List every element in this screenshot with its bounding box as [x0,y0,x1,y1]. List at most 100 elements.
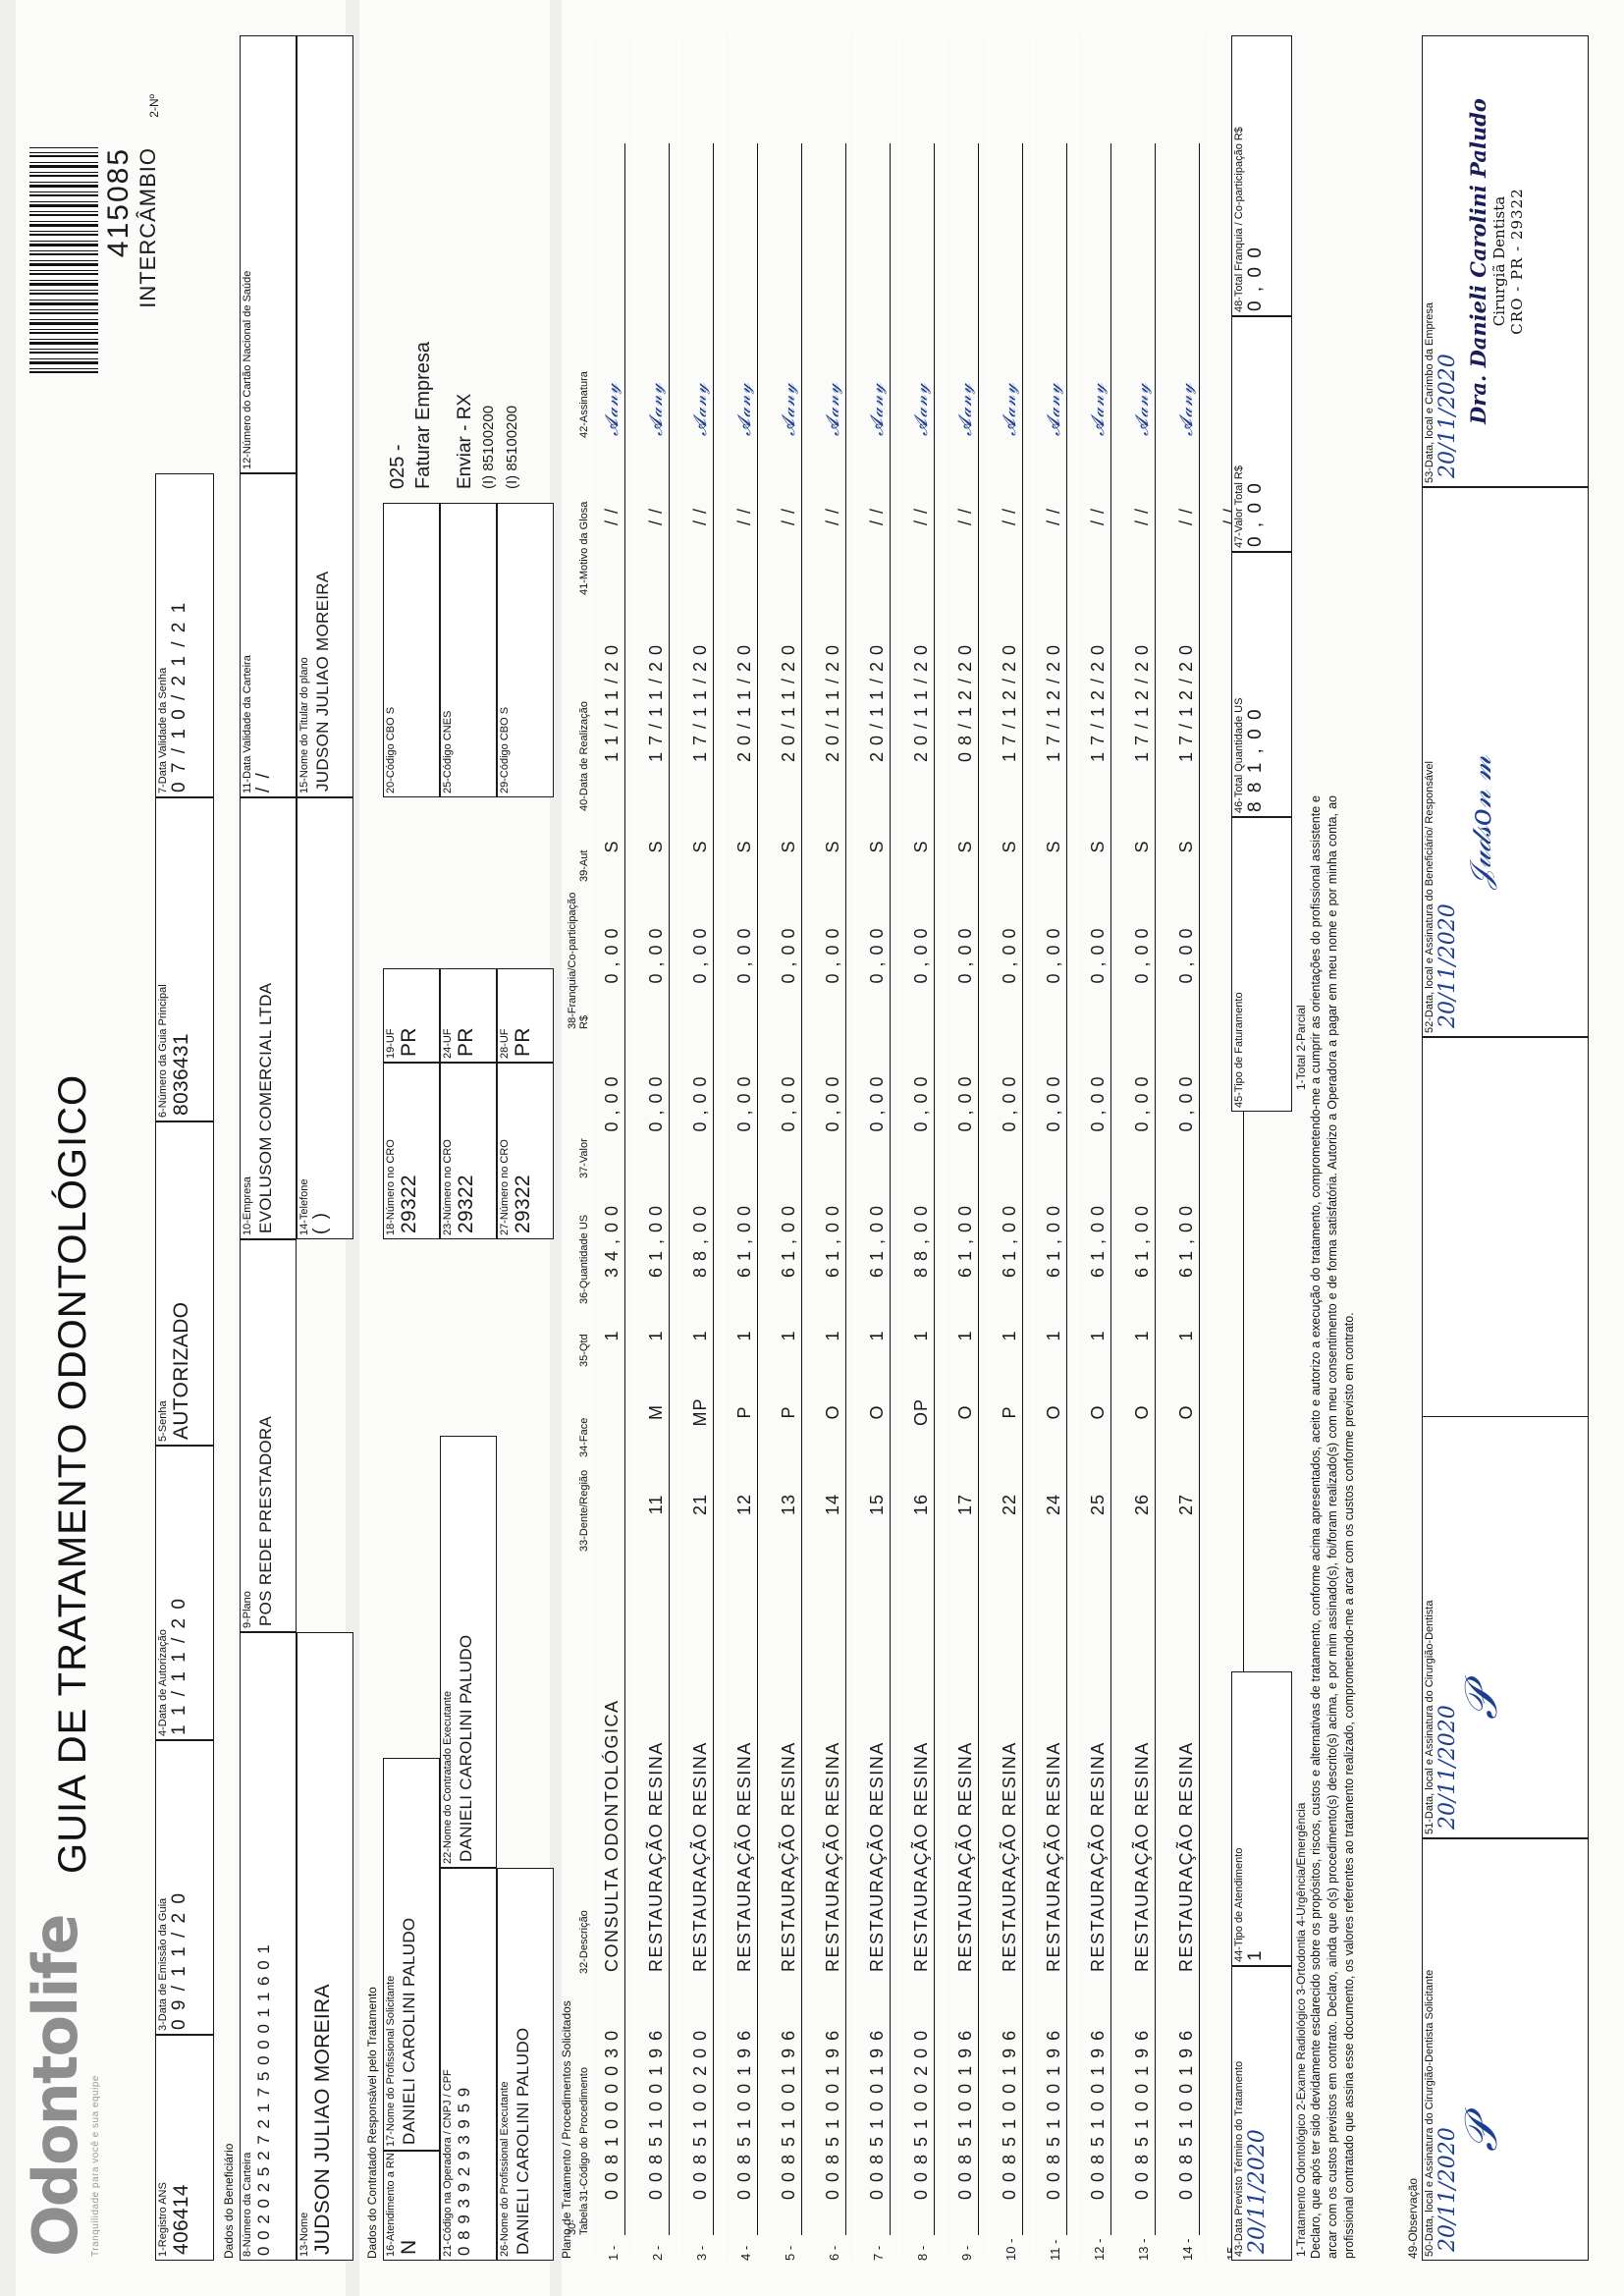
cell-aut: S [732,811,758,882]
field-data-termino[interactable]: 43-Data Previsto Término do Tratamento 2… [1231,1966,1292,2261]
field-codigo-operadora-cnpj-value: 0 8 9 3 9 2 9 3 9 5 9 [455,2086,473,2256]
cell-codigo: 0 0 8 5 1 0 0 1 9 6 [998,1974,1023,2202]
field-data-autorizacao[interactable]: 4-Data de Autorização 1 1 / 1 1 / 2 0 [155,1446,214,1740]
table-row[interactable]: 14 - 0 0 8 5 1 0 0 1 9 6 RESTAURAÇÃO RESIN… [1164,33,1209,2261]
field-contratado-executante[interactable]: 22-Nome do Contratado Executante DANIELI… [440,1436,497,1868]
note-rx-line2: (I) 85100200 [480,405,497,489]
table-row[interactable]: 1 - 0 0 8 1 0 0 0 0 3 0 CONSULTA ODONTOLÓG… [590,33,634,2261]
cell-descricao: RESTAURAÇÃO RESINA [998,1552,1023,1974]
field-cro-27[interactable]: 27-Número no CRO 29322 [497,1063,554,1239]
field-total-quantidade-us[interactable]: 46-Total Quantidade US 8 8 1 , 0 0 [1231,552,1292,817]
cell-assinatura: 𝓐𝒶𝓃𝓎 [821,143,846,438]
field-registro-ans[interactable]: 1-Registro ANS 406414 [155,2035,214,2261]
field-tipo-faturamento[interactable]: 45-Tipo de Faturamento [1231,817,1292,1112]
field-uf-28[interactable]: 28-UF PR [497,968,554,1063]
cell-qtus: 3 4 , 0 0 [600,1178,625,1304]
field-cro-23[interactable]: 23-Número no CRO 29322 [440,1063,497,1239]
cell-codigo: 0 0 8 5 1 0 0 1 9 6 [1174,1974,1200,2202]
cell-data: 1 7 / 1 2 / 2 0 [1086,595,1111,811]
cell-dente [600,1457,625,1552]
cell-codigo: 0 0 8 5 1 0 0 1 9 6 [1130,1974,1156,2202]
cell-descricao: RESTAURAÇÃO RESINA [688,1552,714,1974]
note-rx-line1: Enviar - RX [455,393,475,489]
cell-franquia: 0 , 0 0 [1042,882,1067,1029]
cell-valor: 0 , 0 0 [1174,1029,1200,1178]
cell-aut: S [688,811,714,882]
cell-face: O [865,1367,891,1457]
cell-glosa: / / [1086,438,1111,595]
field-cartao-nacional-saude[interactable]: 12-Número do Cartão Nacional de Saúde [240,35,297,473]
field-uf-24[interactable]: 24-UF PR [440,968,497,1063]
signature-53-date: 20/11/2020 [1435,354,1460,478]
field-nome-beneficiario[interactable]: 13-Nome JUDSON JULIAO MOREIRA [297,1632,353,2261]
field-empresa[interactable]: 10-Empresa EVOLUSOM COMERCIAL LTDA [240,797,297,1239]
table-row[interactable]: 12 - 0 0 8 5 1 0 0 1 9 6 RESTAURAÇÃO RESIN… [1076,33,1120,2261]
field-data-emissao[interactable]: 3-Data de Emissão da Guia 0 9 / 1 1 / 2 … [155,1740,214,2035]
field-cro-18[interactable]: 18-Número no CRO 29322 [383,1063,440,1239]
field-numero-guia-principal[interactable]: 6-Número da Guia Principal 8036431 [155,797,214,1121]
table-row[interactable]: 8 - 0 0 8 5 1 0 0 2 0 0 RESTAURAÇÃO RESINA… [899,33,944,2261]
cell-n: 8 - [914,2245,930,2261]
signature-box-51[interactable]: 51-Data, local e Assinatura do Cirurgião… [1422,1416,1589,1838]
field-total-franquia[interactable]: 48-Total Franquia / Co-participação R$ 0… [1231,35,1292,316]
field-uf-24-value: PR [455,1027,477,1057]
cell-franquia: 0 , 0 0 [1086,882,1111,1029]
table-row[interactable]: 13 - 0 0 8 5 1 0 0 1 9 6 RESTAURAÇÃO RESIN… [1120,33,1164,2261]
logo-tagline: Tranquilidade para você e sua equipe [90,2075,101,2257]
table-row[interactable]: 3 - 0 0 8 5 1 0 0 2 0 0 RESTAURAÇÃO RESINA… [678,33,723,2261]
cell-face: O [1086,1367,1111,1457]
table-row[interactable]: 2 - 0 0 8 5 1 0 0 1 9 6 RESTAURAÇÃO RESINA… [634,33,678,2261]
table-row[interactable]: 7 - 0 0 8 5 1 0 0 1 9 6 RESTAURAÇÃO RESINA… [855,33,899,2261]
field-cbo-29[interactable]: 29-Código CBO S [497,503,554,797]
odontolife-logo: Odontolife Tranquilidade para você e sua… [20,1915,143,2257]
field-codigo-cnes-25[interactable]: 25-Código CNES [440,503,497,797]
cell-aut: S [998,811,1023,882]
page-title: GUIA DE TRATAMENTO ODONTOLÓGICO [51,1073,94,1874]
field-senha[interactable]: 5-Senha AUTORIZADO [155,1121,214,1446]
field-valor-total[interactable]: 47-Valor Total R$ 0 , 0 0 [1231,316,1292,552]
table-row[interactable]: 11 - 0 0 8 5 1 0 0 1 9 6 RESTAURAÇÃO RESIN… [1032,33,1076,2261]
field-validade-carteira-value: / / [253,771,274,793]
table-row[interactable]: 6 - 0 0 8 5 1 0 0 1 9 6 RESTAURAÇÃO RESINA… [811,33,855,2261]
signature-box-52[interactable]: 52-Data, local e Assinatura do Beneficiá… [1422,487,1589,1037]
table-row[interactable]: 5 - 0 0 8 5 1 0 0 1 9 6 RESTAURAÇÃO RESINA… [767,33,811,2261]
cell-tabela [953,2202,979,2235]
field-nome-titular[interactable]: 15-Nome do Titular do plano JUDSON JULIA… [297,35,353,797]
field-validade-carteira[interactable]: 11-Data Validade da Carteira / / [240,473,297,797]
th-assinatura: 42-Assinatura [578,371,590,438]
cell-franquia: 0 , 0 0 [777,882,802,1029]
cell-tabela [777,2202,802,2235]
field-plano[interactable]: 9-Plano POS REDE PRESTADORA [240,1239,297,1632]
field-data-validade-senha[interactable]: 7-Data Validade da Senha 0 7 / 1 0 / 2 1… [155,473,214,797]
cell-data: 1 7 / 1 2 / 2 0 [1130,595,1156,811]
field-numero-carteira[interactable]: 8-Número da Carteira 0 0 2 0 2 5 2 7 2 1… [240,1632,297,2261]
field-cbo-20[interactable]: 20-Código CBO S [383,503,440,797]
table-row[interactable]: 9 - 0 0 8 5 1 0 0 1 9 6 RESTAURAÇÃO RESINA… [944,33,988,2261]
field-atendimento-rn[interactable]: 16-Atendimento a RN N [383,2151,440,2261]
field-tipo-atendimento[interactable]: 44-Tipo de Atendimento 1 [1231,1671,1292,1966]
field-uf-19[interactable]: 19-UF PR [383,968,440,1063]
field-profissional-executante[interactable]: 26-Nome do Profissional Executante DANIE… [497,1868,554,2261]
field-data-autorizacao-value: 1 1 / 1 1 / 2 0 [169,1597,189,1735]
signature-box-53[interactable]: 53-Data, local e Carimbo da Empresa 20/1… [1422,35,1589,487]
cell-tabela [1086,2202,1111,2235]
field-codigo-operadora-cnpj[interactable]: 21-Código na Operadora / CNPJ / CPF 0 8 … [440,1868,497,2261]
cell-qtd [1218,1304,1244,1367]
field-profissional-solicitante[interactable]: 17-Nome do Profissional Solicitante DANI… [383,1758,440,2151]
signature-box-50[interactable]: 50-Data, local e Assinatura do Cirurgião… [1422,1838,1589,2261]
cell-glosa: / / [732,438,758,595]
field-telefone[interactable]: 14-Telefone ( ) [297,797,353,1239]
th-motivo-glosa: 41-Motivo da Glosa [578,501,590,595]
cell-assinatura: 𝓐𝒶𝓃𝓎 [909,143,935,438]
cell-glosa: / / [953,438,979,595]
cell-qtd: 1 [821,1304,846,1367]
cell-valor: 0 , 0 0 [600,1029,625,1178]
cell-qtd: 1 [1130,1304,1156,1367]
cell-glosa: / / [600,438,625,595]
cell-dente: 26 [1130,1457,1156,1552]
table-row[interactable]: 4 - 0 0 8 5 1 0 0 1 9 6 RESTAURAÇÃO RESINA… [723,33,767,2261]
field-codigo-operadora-cnpj-label: 21-Código na Operadora / CNPJ / CPF [442,2069,454,2257]
table-row[interactable]: 10 - 0 0 8 5 1 0 0 1 9 6 RESTAURAÇÃO RESIN… [988,33,1032,2261]
field-valor-total-label: 47-Valor Total R$ [1233,465,1245,548]
procedures-table-header: 30-Tabela 31-Código do Procedimento 32-D… [567,33,590,2261]
